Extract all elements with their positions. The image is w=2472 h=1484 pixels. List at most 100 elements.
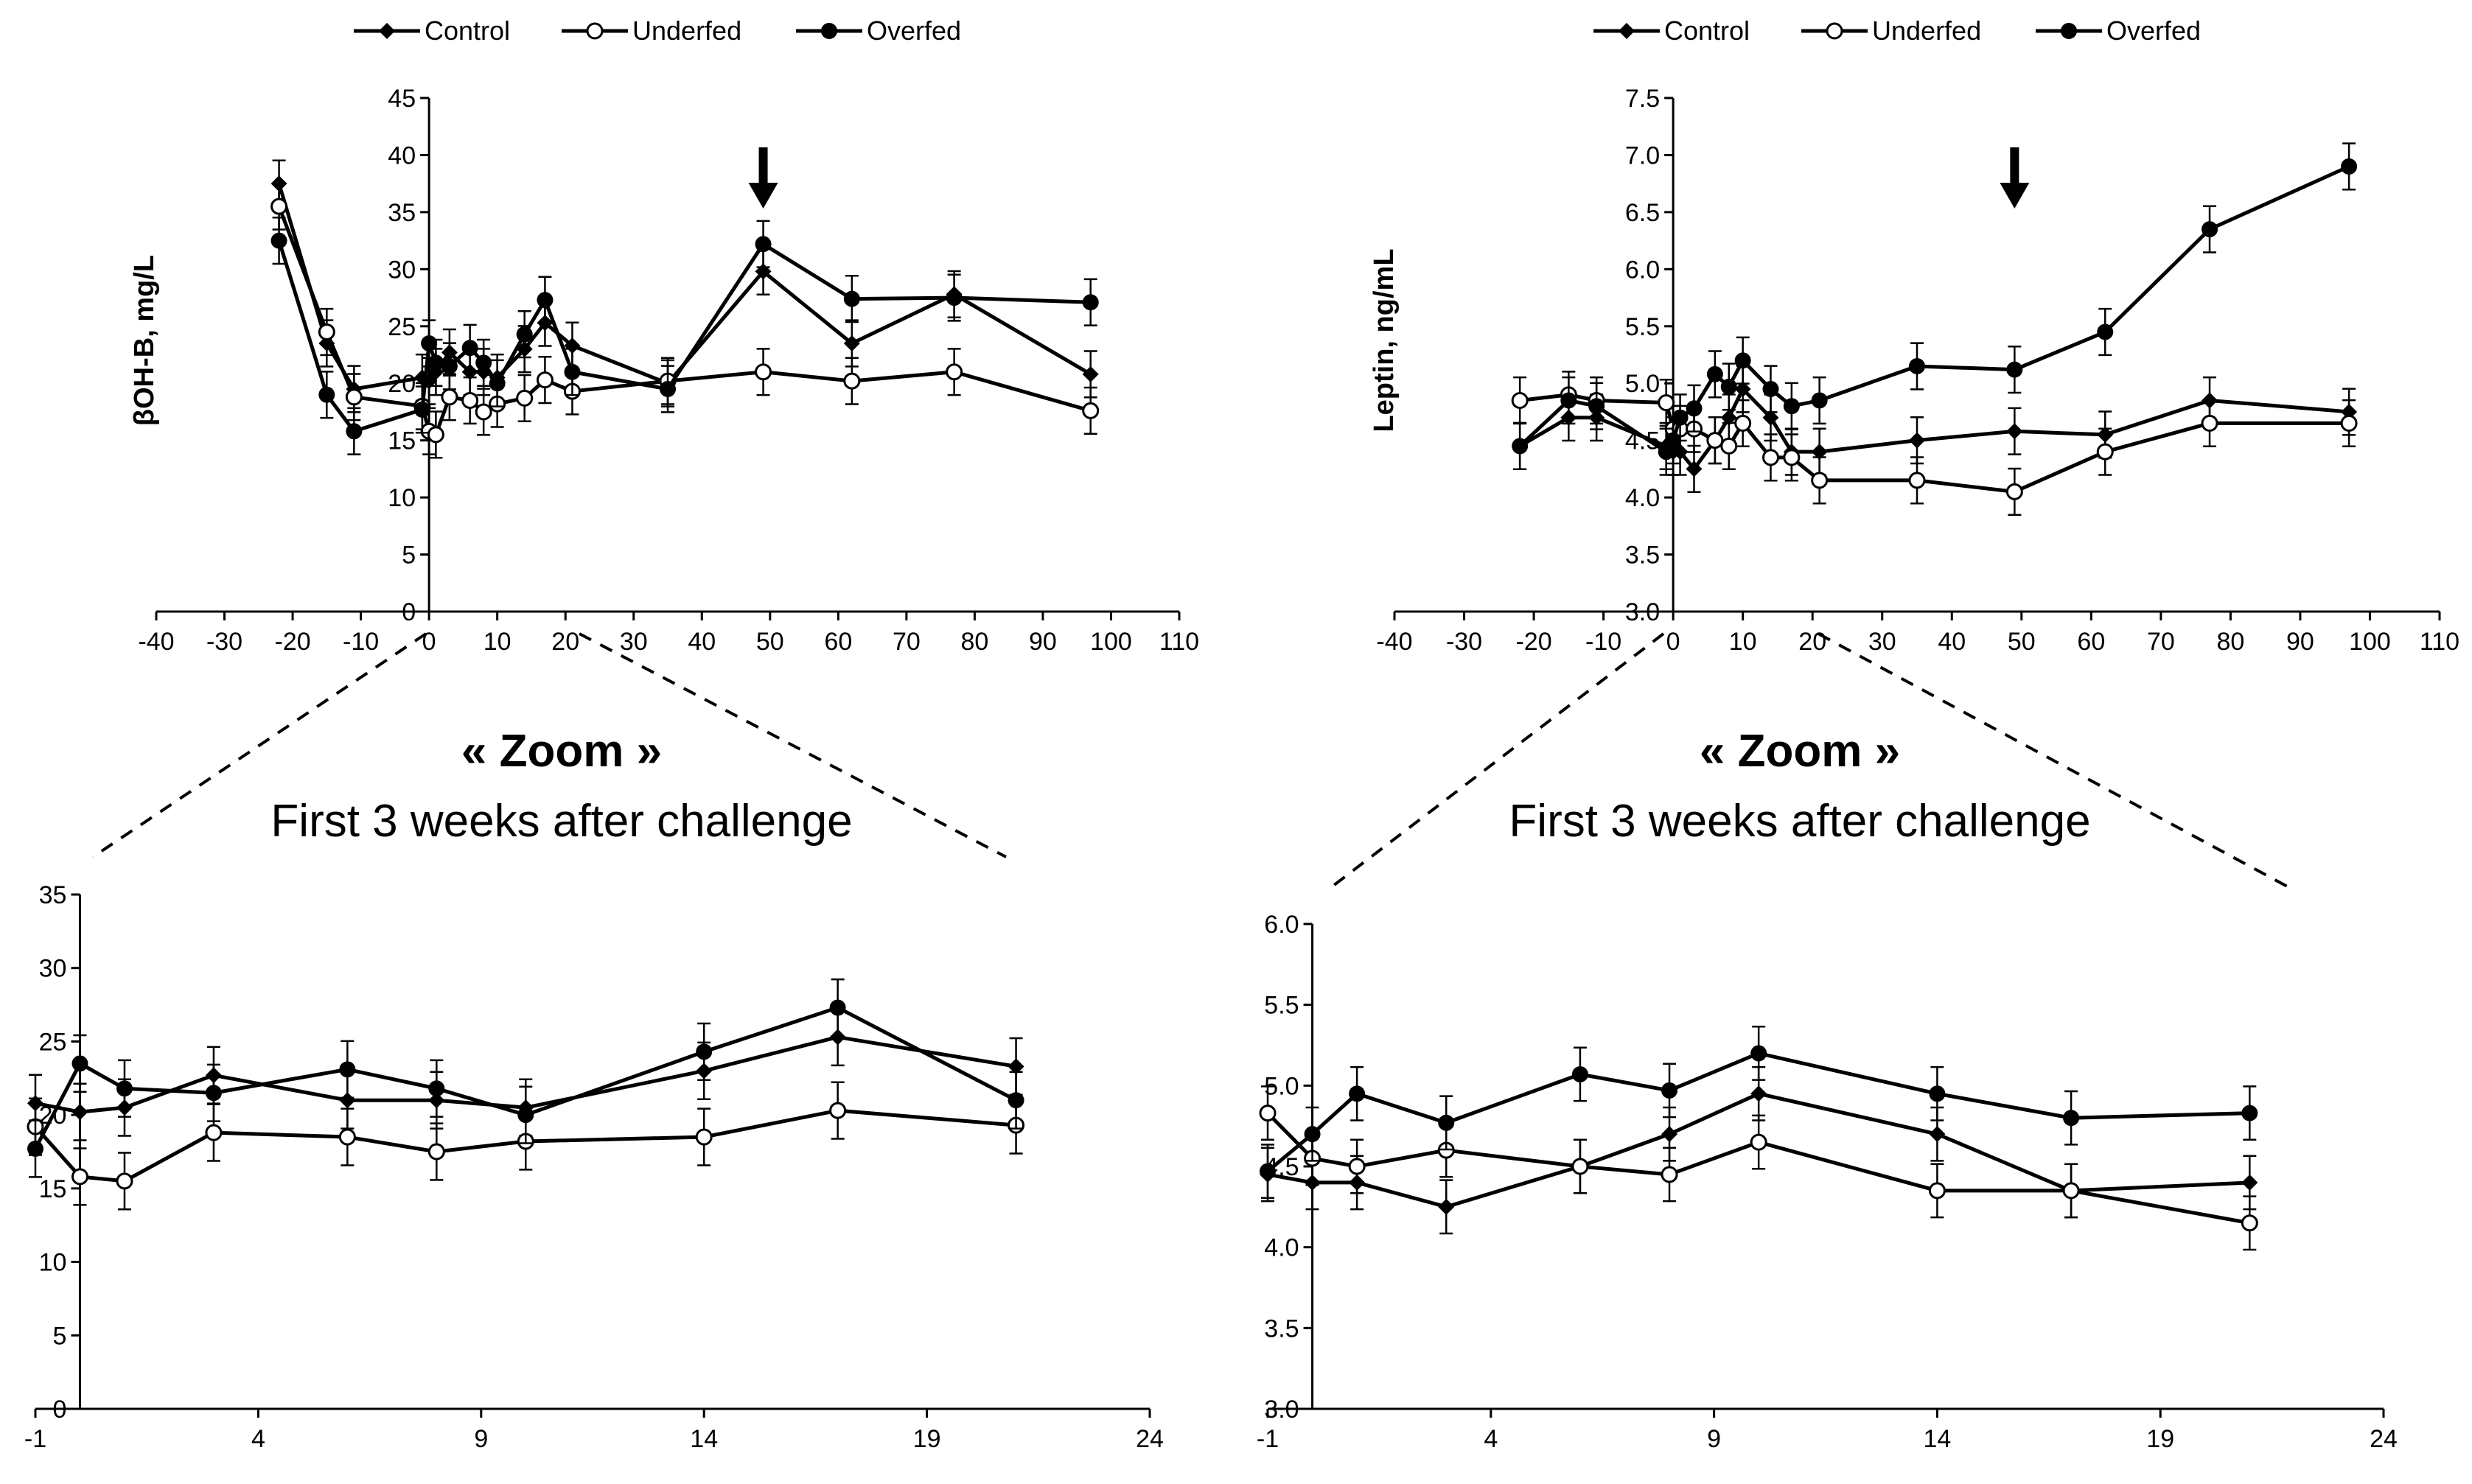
control-point bbox=[1438, 1198, 1455, 1215]
legend-marker-underfed bbox=[1826, 22, 1843, 40]
underfed-point bbox=[843, 372, 861, 390]
x-tick-label: 90 bbox=[2286, 628, 2314, 656]
y-tick-label: 5.0 bbox=[1625, 370, 1660, 398]
control-point bbox=[843, 335, 860, 352]
legend-right: Control Underfed Overfed bbox=[1593, 15, 2201, 46]
control-point bbox=[1661, 1126, 1678, 1143]
control-point bbox=[1720, 409, 1737, 426]
x-tick-label: 14 bbox=[690, 1425, 718, 1453]
overfed-point bbox=[1304, 1126, 1321, 1143]
x-tick-label: 19 bbox=[2146, 1425, 2174, 1453]
overfed-point bbox=[1512, 438, 1529, 455]
overfed-point bbox=[1571, 1065, 1588, 1082]
y-tick-label: 6.5 bbox=[1625, 199, 1660, 227]
x-tick-label: -40 bbox=[138, 628, 174, 656]
underfed-point bbox=[427, 1143, 445, 1161]
overfed-point bbox=[2202, 221, 2218, 238]
underfed-point bbox=[475, 403, 492, 421]
x-tick-label: 14 bbox=[1923, 1425, 1951, 1453]
overfed-point bbox=[318, 386, 335, 403]
legend-label-control: Control bbox=[1664, 15, 1750, 46]
overfed-point bbox=[421, 335, 438, 352]
zoom-guide-right-2 bbox=[1818, 632, 2291, 889]
y-tick-label: 3.0 bbox=[1625, 598, 1660, 626]
overfed-point bbox=[475, 354, 492, 371]
underfed-line bbox=[34, 1108, 1016, 1183]
underfed-point bbox=[755, 363, 772, 381]
control-point bbox=[829, 1029, 846, 1046]
overfed-point bbox=[1560, 392, 1577, 409]
underfed-point bbox=[1783, 449, 1801, 466]
underfed-point bbox=[427, 426, 444, 444]
x-tick-label: 19 bbox=[913, 1425, 941, 1453]
underfed-point bbox=[1928, 1182, 1946, 1200]
underfed-point bbox=[1082, 402, 1100, 419]
underfed-point bbox=[205, 1124, 223, 1141]
overfed-point bbox=[1734, 352, 1751, 369]
overfed-point bbox=[564, 363, 581, 380]
overfed-point bbox=[427, 354, 444, 371]
overfed-point bbox=[2241, 1105, 2258, 1121]
x-tick-label: 0 bbox=[1666, 628, 1680, 656]
x-tick-label: 24 bbox=[1136, 1425, 1164, 1453]
underfed-line bbox=[1266, 1111, 2250, 1225]
overfed-point bbox=[660, 380, 676, 397]
overfed-point bbox=[1762, 380, 1779, 397]
overfed-point bbox=[1665, 432, 1682, 449]
legend-item-control: Control bbox=[354, 15, 510, 46]
underfed-line bbox=[1519, 393, 2350, 494]
zoom-guides bbox=[91, 632, 2291, 889]
underfed-point bbox=[2340, 414, 2358, 432]
x-tick-label: -20 bbox=[1515, 628, 1551, 656]
underfed-point bbox=[1706, 432, 1724, 449]
legend-label-overfed: Overfed bbox=[867, 15, 961, 46]
overfed-point bbox=[339, 1061, 356, 1078]
control-point bbox=[2241, 1174, 2258, 1191]
y-tick-label: 6.0 bbox=[1264, 911, 1299, 939]
underfed-point bbox=[1348, 1158, 1366, 1175]
legend-marker-control bbox=[1619, 23, 1635, 39]
overfed-point bbox=[270, 232, 287, 249]
underfed-point bbox=[318, 323, 335, 341]
overfed-point bbox=[2097, 323, 2114, 340]
legend-item-control: Control bbox=[1593, 15, 1750, 46]
x-tick-label: 90 bbox=[1029, 628, 1057, 656]
y-tick-label: 3.0 bbox=[1264, 1396, 1299, 1424]
legend-marker-overfed bbox=[821, 23, 837, 39]
y-tick-label: 0 bbox=[53, 1396, 67, 1424]
zoom-title-left: « Zoom » bbox=[461, 726, 662, 777]
legend-item-underfed: Underfed bbox=[562, 15, 741, 46]
overfed-point bbox=[1008, 1092, 1024, 1109]
overfed-point bbox=[755, 236, 772, 253]
x-tick-label: 9 bbox=[474, 1425, 488, 1453]
x-tick-label: 10 bbox=[1729, 628, 1757, 656]
underfed-point bbox=[441, 388, 458, 406]
underfed-point bbox=[1571, 1158, 1589, 1175]
x-tick-label: 110 bbox=[2420, 628, 2459, 656]
zoom-subtitle-right: First 3 weeks after challenge bbox=[1509, 796, 2090, 847]
control-line bbox=[1518, 387, 2350, 471]
underfed-point bbox=[1661, 1166, 1678, 1183]
overfed-point bbox=[413, 401, 430, 418]
overfed-point bbox=[1661, 1082, 1678, 1099]
y-tick-label: 3.5 bbox=[1625, 542, 1660, 570]
y-tick-label: 35 bbox=[388, 199, 416, 227]
overfed-point bbox=[116, 1080, 133, 1097]
overfed-point bbox=[461, 340, 478, 357]
overfed-point bbox=[2063, 1110, 2080, 1127]
underfed-point bbox=[2096, 443, 2114, 461]
x-tick-label: 80 bbox=[2216, 628, 2244, 656]
overfed-point bbox=[2341, 158, 2358, 175]
overfed-point bbox=[1929, 1085, 1946, 1102]
zoom-label-right: « Zoom » First 3 weeks after challenge bbox=[1509, 726, 2090, 847]
overfed-point bbox=[489, 375, 506, 392]
underfed-point bbox=[1511, 391, 1529, 409]
overfed-point bbox=[1706, 365, 1723, 382]
underfed-point bbox=[536, 371, 554, 389]
legend-label-underfed: Underfed bbox=[1872, 15, 1981, 46]
overfed-point bbox=[1082, 294, 1099, 311]
underfed-point bbox=[1762, 449, 1779, 466]
arrow-head bbox=[2000, 183, 2030, 209]
